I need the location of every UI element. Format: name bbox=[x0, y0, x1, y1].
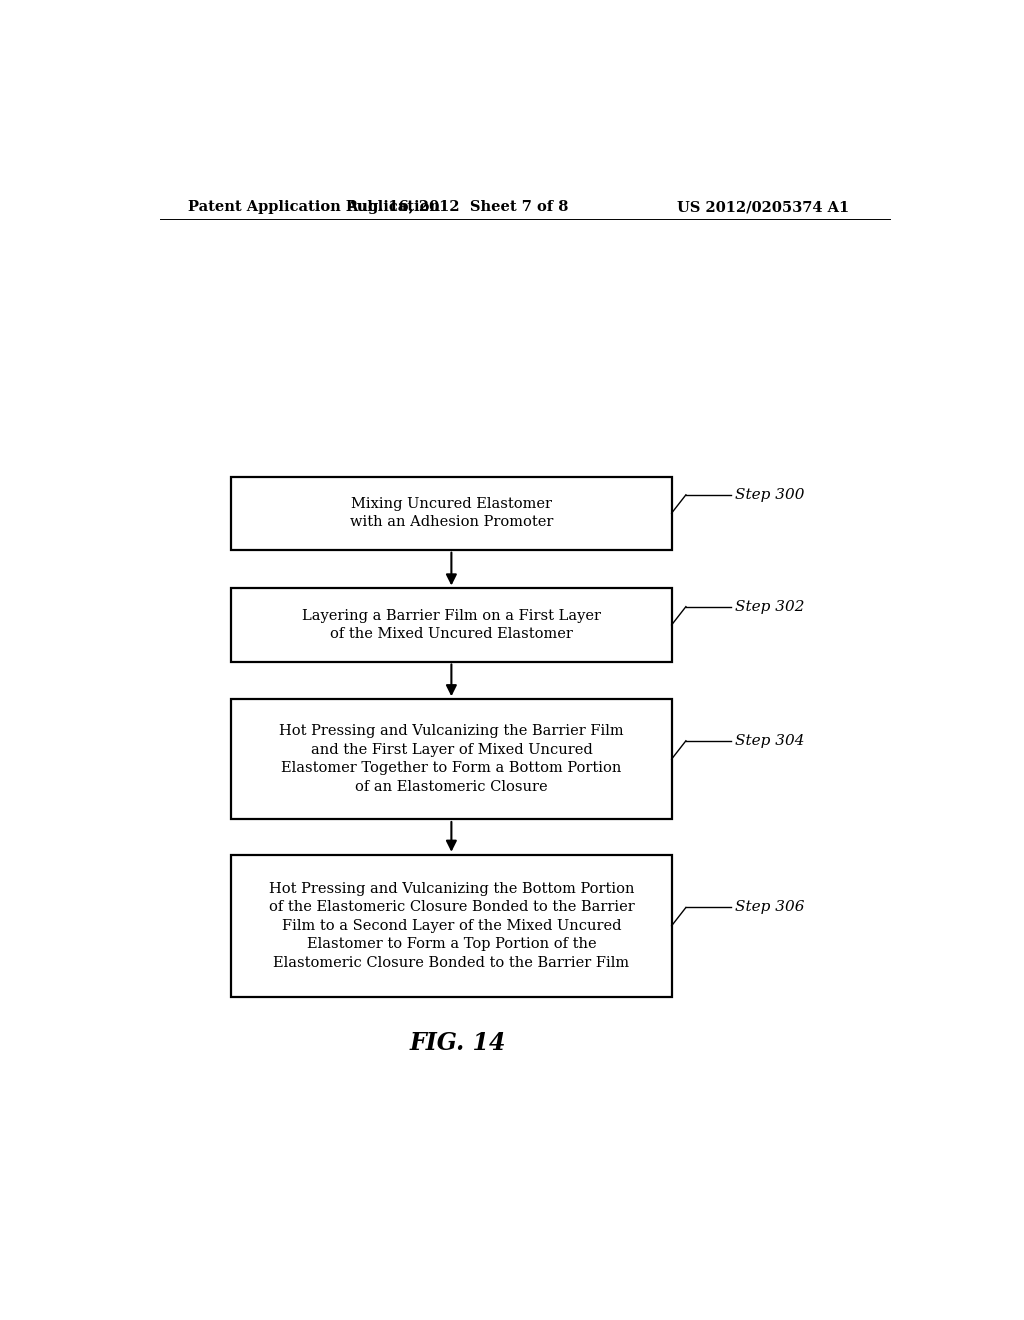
Text: Hot Pressing and Vulcanizing the Barrier Film
and the First Layer of Mixed Uncur: Hot Pressing and Vulcanizing the Barrier… bbox=[280, 725, 624, 793]
Bar bbox=[231, 589, 672, 661]
Bar bbox=[231, 854, 672, 997]
Text: Aug. 16, 2012  Sheet 7 of 8: Aug. 16, 2012 Sheet 7 of 8 bbox=[346, 201, 568, 214]
Text: Step 300: Step 300 bbox=[735, 488, 805, 502]
Bar bbox=[231, 477, 672, 549]
Bar bbox=[231, 700, 672, 818]
Text: Step 302: Step 302 bbox=[735, 599, 805, 614]
Text: Step 306: Step 306 bbox=[735, 900, 805, 915]
Text: Hot Pressing and Vulcanizing the Bottom Portion
of the Elastomeric Closure Bonde: Hot Pressing and Vulcanizing the Bottom … bbox=[268, 882, 634, 970]
Text: Step 304: Step 304 bbox=[735, 734, 805, 748]
Text: US 2012/0205374 A1: US 2012/0205374 A1 bbox=[677, 201, 849, 214]
Text: Layering a Barrier Film on a First Layer
of the Mixed Uncured Elastomer: Layering a Barrier Film on a First Layer… bbox=[302, 609, 601, 642]
Text: Patent Application Publication: Patent Application Publication bbox=[187, 201, 439, 214]
Text: Mixing Uncured Elastomer
with an Adhesion Promoter: Mixing Uncured Elastomer with an Adhesio… bbox=[350, 496, 553, 529]
Text: FIG. 14: FIG. 14 bbox=[410, 1031, 506, 1055]
